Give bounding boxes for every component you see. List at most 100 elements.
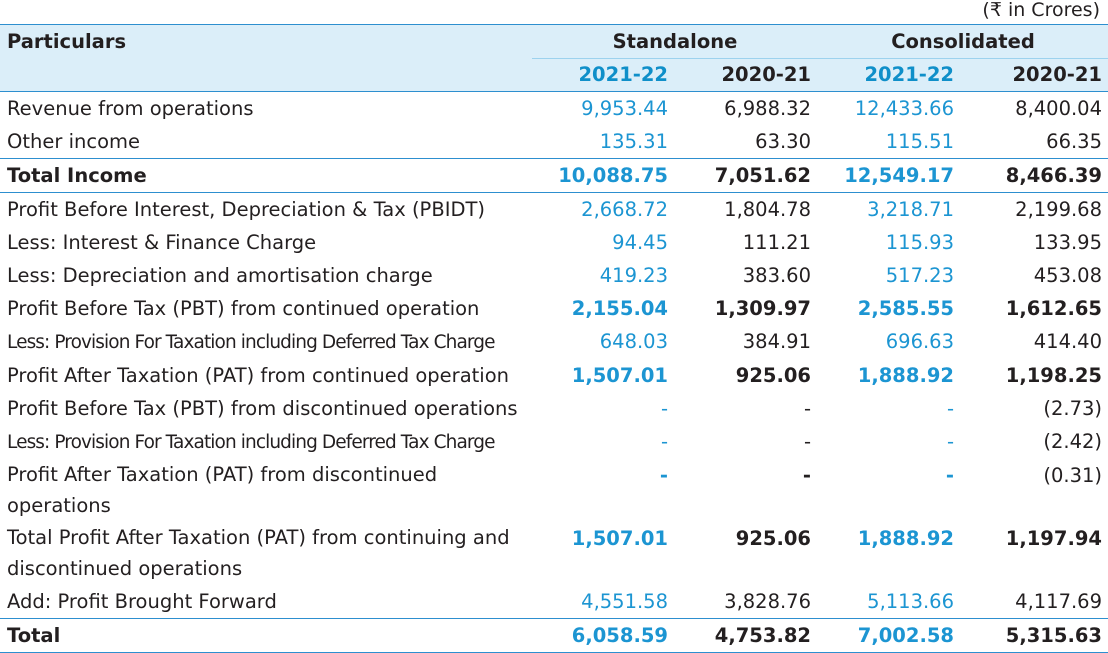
cell-value: 1,804.78: [674, 192, 817, 226]
cell-value: 1,888.92: [857, 364, 954, 387]
row-label: Less: Depreciation and amortisation char…: [7, 264, 433, 287]
row-label: Less: Provision For Taxation including D…: [7, 332, 495, 353]
cell-value: -: [659, 464, 668, 487]
cell-value: 1,197.94: [1005, 527, 1102, 550]
cell-value: 414.40: [1033, 330, 1102, 353]
table-row: Profit After Taxation (PAT) from continu…: [0, 359, 1108, 392]
table-row: Profit Before Interest, Depreciation & T…: [0, 192, 1108, 226]
cell-value: 453.08: [1033, 264, 1102, 287]
cell-value: 6,988.32: [724, 97, 811, 120]
cell-value: 6,058.59: [532, 618, 674, 653]
row-label: Less: Interest & Finance Charge: [7, 231, 317, 254]
cell-value: 2,155.04: [571, 297, 668, 320]
cell-value: 63.30: [755, 130, 811, 153]
row-label: Less: Provision For Taxation including D…: [7, 432, 495, 453]
row-label: Profit Before Tax (PBT) from continued o…: [7, 297, 480, 320]
table-row-total: Total 6,058.59 4,753.82 7,002.58 5,315.6…: [0, 618, 1108, 653]
table-row: Total Profit After Taxation (PAT) from c…: [0, 522, 1108, 585]
table-row: Profit After Taxation (PAT) from discont…: [0, 459, 1108, 522]
year-header-standalone-current: 2021-22: [532, 58, 674, 92]
standalone-header: Standalone: [532, 24, 817, 59]
table-row: Less: Provision For Taxation including D…: [0, 425, 1108, 459]
cell-value: 94.45: [612, 231, 668, 254]
cell-value: 1,507.01: [571, 364, 668, 387]
cell-value: 10,088.75: [532, 158, 674, 193]
cell-value: 8,400.04: [1015, 97, 1102, 120]
cell-value: 4,551.58: [581, 590, 668, 613]
cell-value: -: [945, 464, 954, 487]
cell-value: 5,315.63: [960, 618, 1108, 653]
row-label: Profit After Taxation (PAT) from discont…: [7, 463, 438, 517]
table-row: Less: Provision For Taxation including D…: [0, 325, 1108, 359]
table-row: Profit Before Tax (PBT) from continued o…: [0, 292, 1108, 325]
cell-value: -: [803, 430, 811, 453]
cell-value: 12,433.66: [854, 97, 954, 120]
particulars-header: Particulars: [0, 24, 532, 59]
cell-value: 925.06: [735, 527, 811, 550]
cell-value: 384.91: [742, 330, 811, 353]
consolidated-header: Consolidated: [817, 24, 1108, 59]
row-label: Add: Profit Brought Forward: [7, 590, 277, 613]
cell-value: 1,309.97: [714, 297, 811, 320]
cell-value: -: [802, 464, 811, 487]
cell-value: -: [946, 397, 954, 420]
cell-value: 133.95: [1033, 231, 1102, 254]
cell-value: (2.42): [1043, 430, 1102, 453]
cell-value: (2.73): [1043, 397, 1102, 420]
cell-value: 1,507.01: [571, 527, 668, 550]
cell-value: 8,466.39: [960, 158, 1108, 193]
cell-value: 1,612.65: [1005, 297, 1102, 320]
cell-value: 115.93: [885, 231, 954, 254]
cell-value: 696.63: [885, 330, 954, 353]
financial-results-table: Particulars Standalone Consolidated 2021…: [0, 24, 1108, 653]
cell-value: 3,218.71: [817, 192, 960, 226]
table-row: Profit Before Tax (PBT) from discontinue…: [0, 392, 1108, 425]
cell-value: 66.35: [1046, 130, 1102, 153]
cell-value: 2,199.68: [960, 192, 1108, 226]
year-header-standalone-previous: 2020-21: [674, 58, 817, 92]
cell-value: 2,585.55: [857, 297, 954, 320]
cell-value: 517.23: [885, 264, 954, 287]
row-label: Total: [0, 618, 532, 653]
cell-value: 3,828.76: [724, 590, 811, 613]
row-label: Revenue from operations: [7, 97, 254, 120]
cell-value: -: [803, 397, 811, 420]
cell-value: 4,117.69: [1015, 590, 1102, 613]
cell-value: -: [946, 430, 954, 453]
table-row: Less: Interest & Finance Charge 94.45 11…: [0, 226, 1108, 259]
row-label: Profit After Taxation (PAT) from continu…: [7, 364, 509, 387]
cell-value: 111.21: [742, 231, 811, 254]
table-row-total-income: Total Income 10,088.75 7,051.62 12,549.1…: [0, 158, 1108, 193]
cell-value: 115.51: [885, 130, 954, 153]
cell-value: 12,549.17: [817, 158, 960, 193]
cell-value: 925.06: [735, 364, 811, 387]
cell-value: 383.60: [742, 264, 811, 287]
table-row: Other income 135.31 63.30 115.51 66.35: [0, 125, 1108, 159]
cell-value: -: [660, 397, 668, 420]
row-label: Profit Before Interest, Depreciation & T…: [0, 192, 532, 226]
table-row: Less: Depreciation and amortisation char…: [0, 259, 1108, 292]
table-row: Revenue from operations 9,953.44 6,988.3…: [0, 92, 1108, 126]
cell-value: 1,198.25: [1005, 364, 1102, 387]
cell-value: 7,002.58: [817, 618, 960, 653]
cell-value: 9,953.44: [581, 97, 668, 120]
cell-value: 419.23: [599, 264, 668, 287]
particulars-header-spacer: [0, 58, 532, 92]
row-label: Total Profit After Taxation (PAT) from c…: [7, 526, 510, 580]
row-label: Total Income: [0, 158, 532, 193]
table-row: Add: Profit Brought Forward 4,551.58 3,8…: [0, 585, 1108, 619]
row-label: Profit Before Tax (PBT) from discontinue…: [7, 397, 518, 420]
cell-value: -: [660, 430, 668, 453]
cell-value: 5,113.66: [867, 590, 954, 613]
unit-note: (₹ in Crores): [982, 0, 1100, 21]
year-header-consolidated-previous: 2020-21: [960, 58, 1108, 92]
cell-value: 7,051.62: [674, 158, 817, 193]
cell-value: (0.31): [1043, 464, 1102, 487]
row-label: Other income: [7, 130, 140, 153]
cell-value: 135.31: [599, 130, 668, 153]
year-header-consolidated-current: 2021-22: [817, 58, 960, 92]
cell-value: 648.03: [599, 330, 668, 353]
cell-value: 4,753.82: [674, 618, 817, 653]
cell-value: 2,668.72: [532, 192, 674, 226]
cell-value: 1,888.92: [857, 527, 954, 550]
